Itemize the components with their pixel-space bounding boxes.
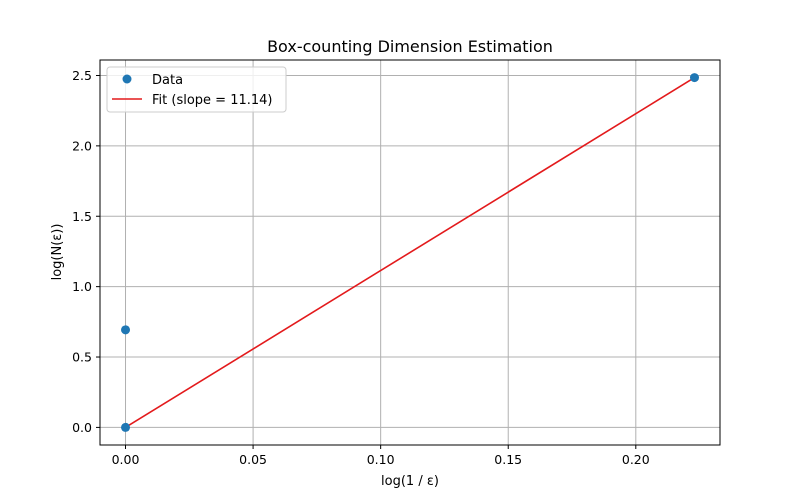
axis-ticks: 0.00 0.05 0.10 0.15 0.20 0.0 0.5 1.0 1.5 2.0 2.5 [72,68,650,467]
chart-marks [121,73,699,432]
y-tick-label: 1.5 [72,209,92,224]
grid [100,60,720,445]
x-axis-label: log(1 / ε) [381,474,439,489]
data-point [121,325,131,335]
y-tick-label: 0.5 [72,350,92,365]
y-tick-label: 2.0 [72,138,92,153]
x-tick-label: 0.00 [112,452,140,467]
data-point [121,422,131,432]
data-point [689,73,699,83]
legend-box [106,66,287,113]
x-tick-label: 0.20 [622,452,650,467]
chart-title: Box-counting Dimension Estimation [267,37,553,56]
legend: Data Fit (slope = 11.14) [106,66,287,113]
y-tick-label: 2.5 [72,68,92,83]
y-tick-label: 0.0 [72,420,92,435]
x-tick-label: 0.10 [367,452,395,467]
legend-marker-data [122,74,132,84]
y-axis-label: log(N(ε)) [50,224,65,281]
x-tick-label: 0.15 [494,452,522,467]
legend-label-fit: Fit (slope = 11.14) [152,93,272,108]
legend-label-data: Data [152,73,183,88]
x-tick-label: 0.05 [239,452,267,467]
plot-frame [99,59,721,446]
fit-line [125,76,695,429]
y-tick-label: 1.0 [72,279,92,294]
